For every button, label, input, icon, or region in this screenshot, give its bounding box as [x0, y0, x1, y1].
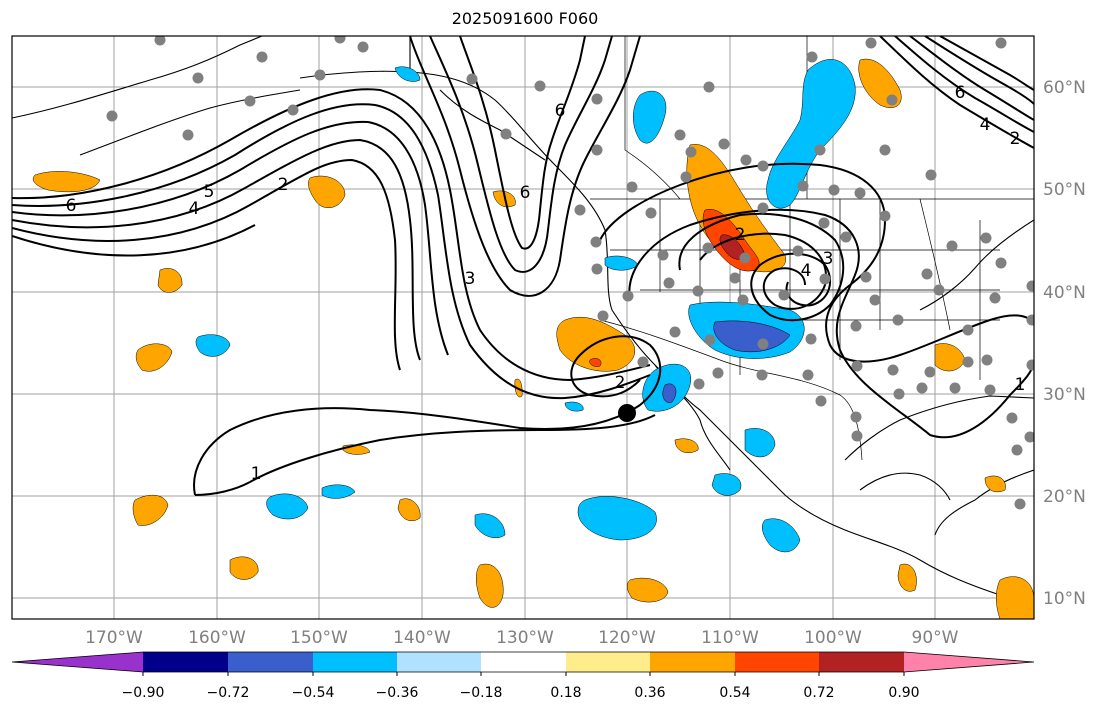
svg-text:4: 4 — [189, 199, 200, 219]
svg-text:−0.36: −0.36 — [376, 685, 419, 701]
svg-text:10°N: 10°N — [1043, 589, 1086, 609]
map-title: 2025091600 F060 — [451, 9, 599, 28]
svg-text:4: 4 — [801, 261, 812, 281]
svg-text:5: 5 — [204, 182, 215, 202]
colorbar-bin — [313, 652, 397, 672]
colorbar-bin — [397, 652, 481, 672]
svg-text:−0.72: −0.72 — [207, 685, 250, 701]
svg-text:−0.18: −0.18 — [460, 685, 503, 701]
svg-text:−0.90: −0.90 — [122, 685, 165, 701]
svg-text:4: 4 — [980, 115, 991, 135]
colorbar-bin — [143, 652, 228, 672]
colorbar-bin — [819, 652, 904, 672]
colorbar-bin — [481, 652, 566, 672]
lon-axis-labels: 170°W 160°W 150°W 140°W 130°W 120°W 110°… — [85, 628, 959, 648]
svg-text:30°N: 30°N — [1043, 385, 1086, 405]
svg-text:2: 2 — [1010, 129, 1021, 149]
contour-labels: 6 5 4 2 6 6 3 2 1 2 3 4 1 6 4 2 — [66, 83, 1026, 484]
svg-text:50°N: 50°N — [1043, 180, 1086, 200]
svg-text:0.54: 0.54 — [719, 685, 750, 701]
svg-text:20°N: 20°N — [1043, 487, 1086, 507]
svg-text:0.18: 0.18 — [550, 685, 581, 701]
svg-text:110°W: 110°W — [701, 628, 759, 648]
colorbar-extend-min — [12, 652, 143, 672]
svg-text:60°N: 60°N — [1043, 78, 1086, 98]
colorbar-extend-max — [904, 652, 1034, 672]
svg-text:6: 6 — [555, 101, 566, 121]
svg-text:−0.54: −0.54 — [292, 685, 335, 701]
svg-text:160°W: 160°W — [188, 628, 246, 648]
colorbar-bin — [650, 652, 735, 672]
svg-text:2: 2 — [735, 225, 746, 245]
coastlines — [12, 36, 1034, 606]
svg-text:120°W: 120°W — [598, 628, 656, 648]
svg-text:40°N: 40°N — [1043, 283, 1086, 303]
svg-text:2: 2 — [278, 175, 289, 195]
svg-text:140°W: 140°W — [393, 628, 451, 648]
svg-text:3: 3 — [465, 269, 476, 289]
svg-text:6: 6 — [955, 83, 966, 103]
map-frame — [11, 35, 1035, 620]
svg-text:6: 6 — [520, 183, 531, 203]
contours — [12, 36, 1034, 496]
shaded-anomalies — [32, 58, 1034, 619]
svg-text:90°W: 90°W — [912, 628, 959, 648]
svg-text:3: 3 — [823, 249, 834, 269]
station-markers — [106, 36, 1034, 510]
svg-text:2: 2 — [615, 373, 626, 393]
svg-text:150°W: 150°W — [290, 628, 348, 648]
svg-text:100°W: 100°W — [804, 628, 862, 648]
svg-text:0.36: 0.36 — [634, 685, 665, 701]
svg-text:0.90: 0.90 — [888, 685, 919, 701]
svg-text:0.72: 0.72 — [803, 685, 834, 701]
svg-text:1: 1 — [251, 464, 262, 484]
station-marker-black — [618, 404, 636, 422]
svg-text:130°W: 130°W — [496, 628, 554, 648]
svg-text:170°W: 170°W — [85, 628, 143, 648]
colorbar-bin — [228, 652, 313, 672]
colorbar — [11, 651, 1035, 676]
colorbar-tick-labels: −0.90 −0.72 −0.54 −0.36 −0.18 0.18 0.36 … — [122, 685, 920, 701]
lat-axis-labels: 10°N 20°N 30°N 40°N 50°N 60°N — [1043, 78, 1086, 609]
colorbar-bin — [735, 652, 819, 672]
colorbar-bin — [566, 652, 650, 672]
svg-text:6: 6 — [66, 196, 77, 216]
svg-text:1: 1 — [1015, 375, 1026, 395]
